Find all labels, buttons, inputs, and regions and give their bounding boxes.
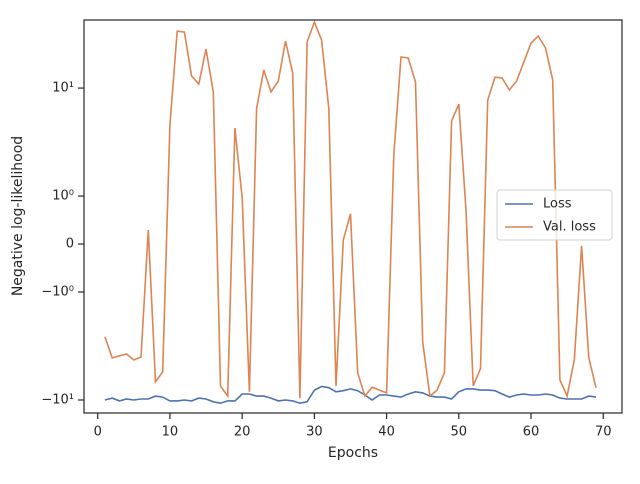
legend-label: Val. loss bbox=[543, 220, 596, 235]
axes-frame bbox=[83, 19, 623, 414]
y-axis-label: Negative log-likelihood bbox=[10, 136, 26, 296]
x-tick-label: 70 bbox=[595, 425, 612, 440]
x-tick-label: 60 bbox=[523, 425, 540, 440]
y-tick-label: 0 bbox=[66, 237, 74, 252]
x-tick-label: 0 bbox=[94, 425, 102, 440]
series-line bbox=[104, 19, 597, 399]
y-tick-label: 10¹ bbox=[52, 81, 74, 96]
x-tick-label: 40 bbox=[378, 425, 395, 440]
y-tick-label: 10⁰ bbox=[52, 189, 74, 204]
x-tick-label: 10 bbox=[162, 425, 179, 440]
legend: Loss Val. loss bbox=[496, 189, 613, 241]
x-tick-label: 20 bbox=[234, 425, 251, 440]
y-tick-label: −10⁰ bbox=[41, 285, 74, 300]
legend-label: Loss bbox=[543, 197, 572, 212]
x-tick-label: 50 bbox=[451, 425, 468, 440]
y-tick-label: −10¹ bbox=[41, 392, 74, 407]
x-axis-label: Epochs bbox=[328, 445, 378, 461]
x-tick-label: 30 bbox=[306, 425, 323, 440]
series-line bbox=[104, 385, 597, 405]
